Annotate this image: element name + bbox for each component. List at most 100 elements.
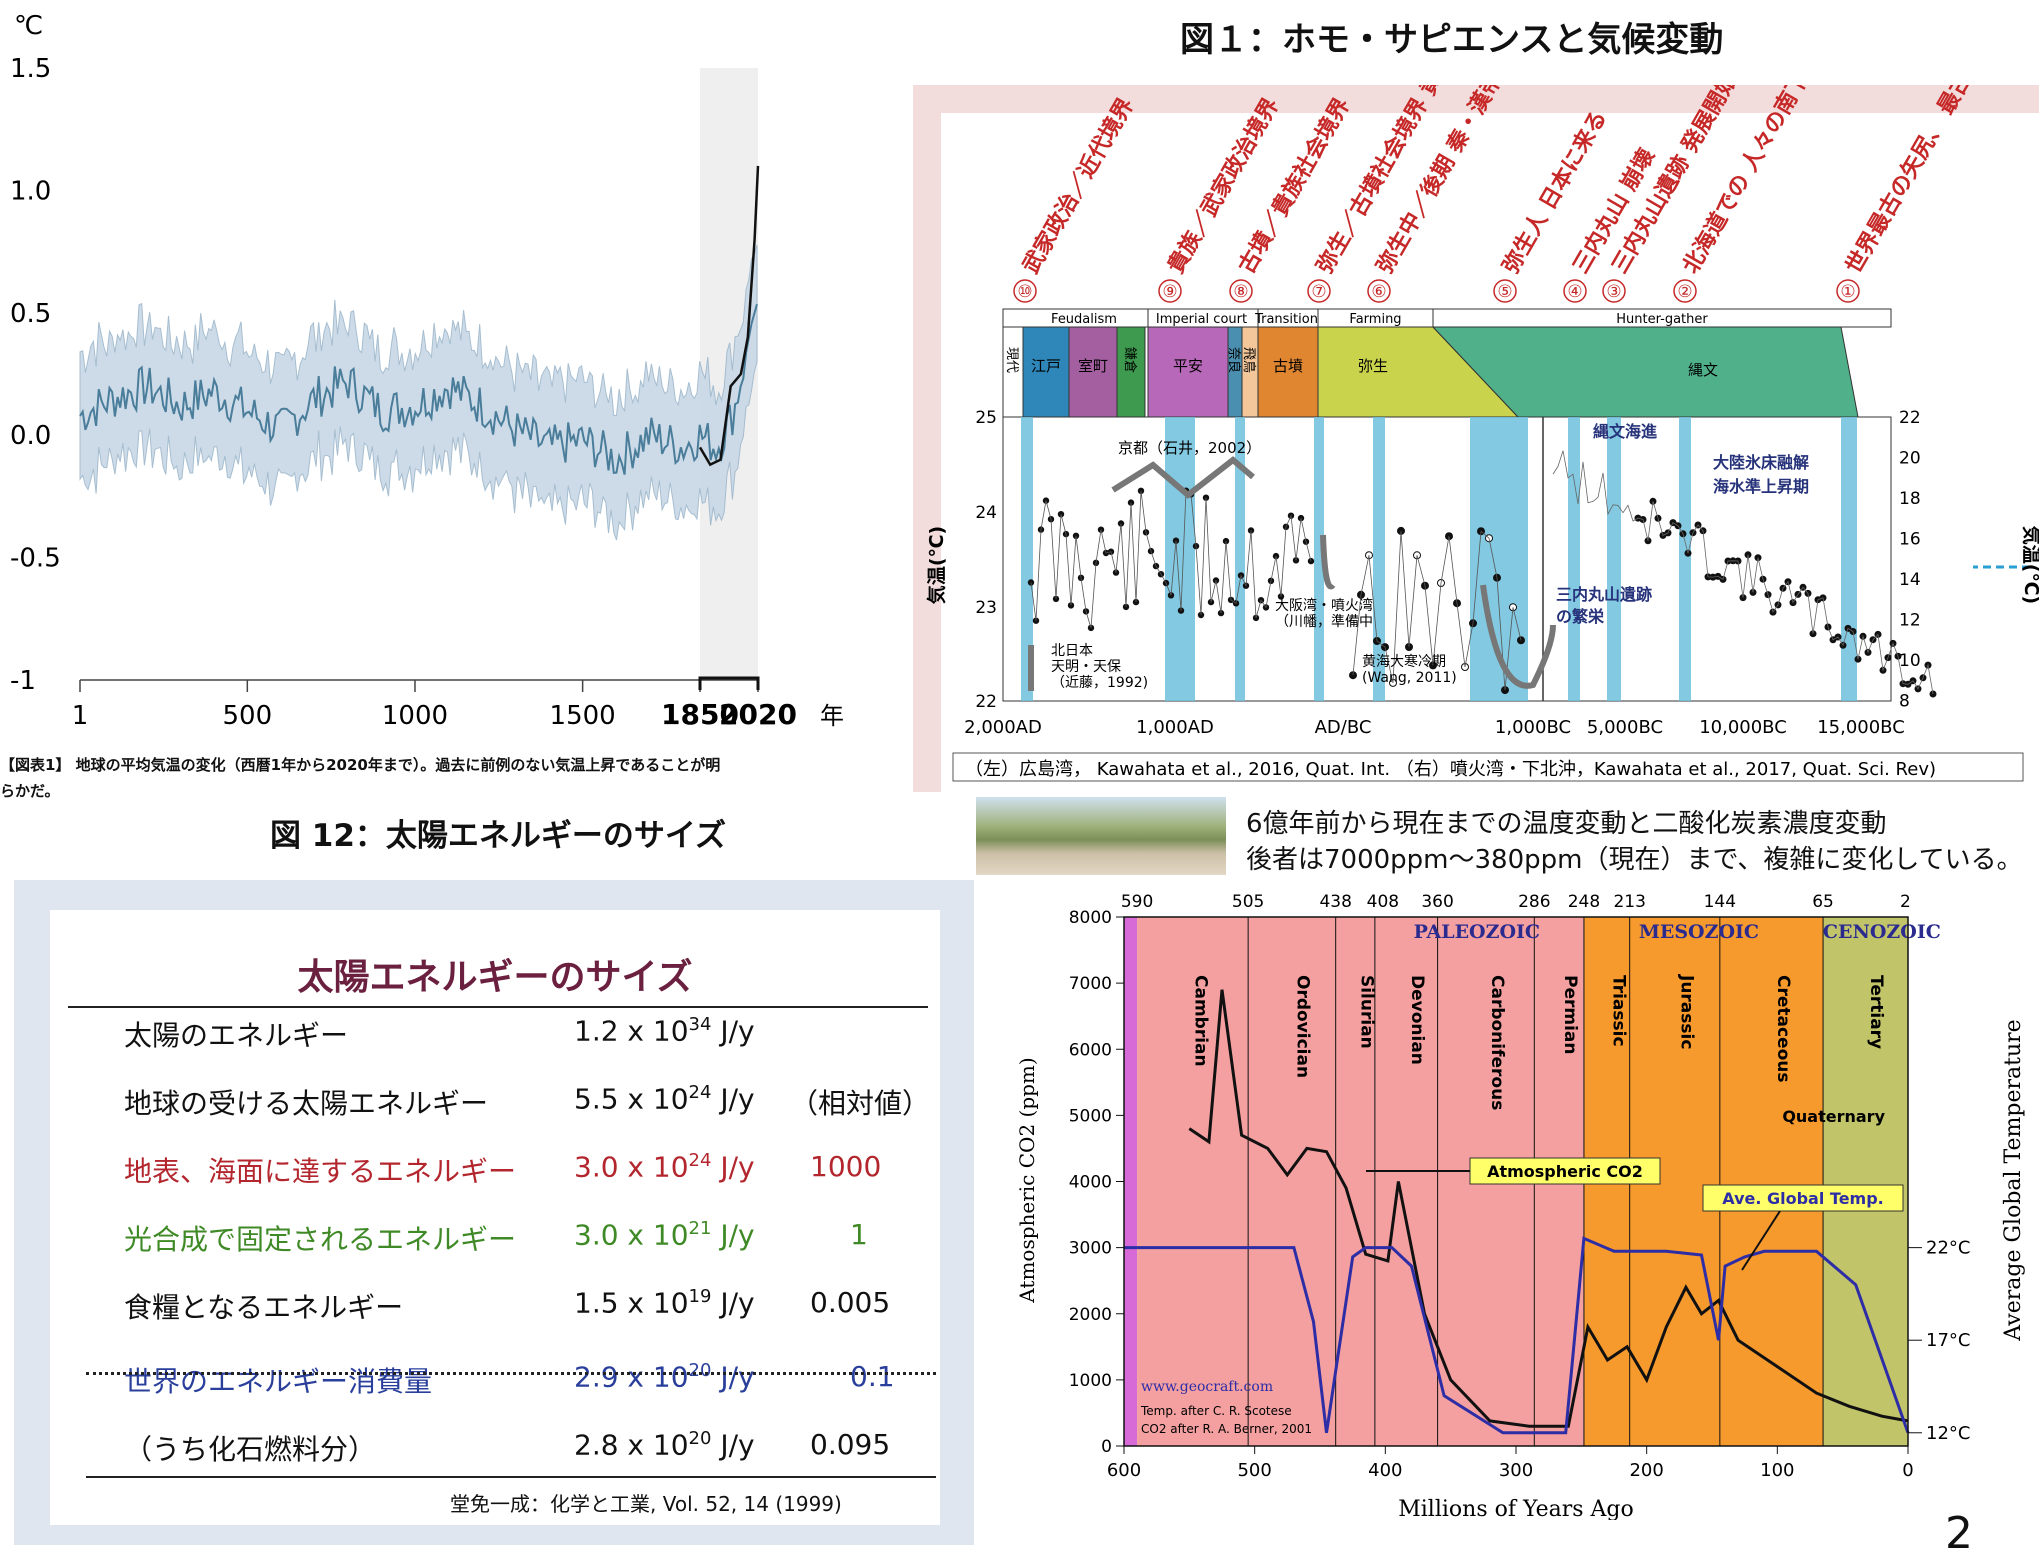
era-label: CENOZOIC [1823, 921, 1941, 943]
energy-row: 地球の受ける太陽エネルギー 5.5 x 1024 J/y （相対値） [50, 1082, 940, 1142]
osaka-annotation: 大阪湾・噴火湾 [1275, 597, 1373, 614]
north-japan-annotation: 北日本 [1051, 643, 1093, 659]
energy-source: 堂免一成：化学と工業, Vol. 52, 14 (1999) [450, 1492, 842, 1516]
right-y-label: 気温(℃) [2020, 526, 2039, 604]
top-tick: 438 [1319, 892, 1351, 912]
cold-band [1568, 417, 1580, 701]
credit-co2: CO2 after R. A. Berner, 2001 [1141, 1422, 1312, 1436]
right-temp-line [1552, 450, 1934, 695]
north-japan-annotation: （近藤，1992) [1051, 675, 1148, 691]
reconstruction-line [79, 303, 758, 475]
period-name: Devonian [1407, 975, 1427, 1065]
yellow-sea-annotation: 黄海大寒冷期 [1362, 653, 1446, 670]
energy-value: 2.9 x 1020 J/y [574, 1360, 755, 1394]
temp-x-tick: 2020 [719, 698, 797, 731]
caption-line-1: 【図表1】 地球の平均気温の変化（西暦1年から2020年まで）。過去に前例のない… [0, 756, 721, 774]
event-number-circle [1229, 279, 1253, 303]
japan-climate-panel: ⑩武家政治／近代境界⑨貴族／武家政治境界⑧古墳／貴族社会境界⑦弥生／古墳社会境界… [913, 0, 2039, 792]
middle-temp-line [1352, 530, 1522, 691]
right-y-tick: 14 [1899, 570, 1921, 590]
instrumental-line [698, 165, 760, 467]
event-number: ③ [1606, 282, 1621, 302]
co2-temperature-lines: Atmospheric CO2 Ave. Global Temp. www.geoc… [1124, 989, 1910, 1436]
event-number: ⑥ [1371, 282, 1386, 302]
right-y-tick: 12 [1899, 611, 1921, 631]
temperature-points [1027, 450, 2030, 698]
japan-axes: 25 24 23 22 22 20 18 16 14 12 10 8 気温(℃) 気温(℃) 2,000AD… [925, 408, 2039, 738]
cold-band [1165, 417, 1195, 701]
energy-relative: 1000 [810, 1150, 882, 1183]
period-name: Triassic [1608, 975, 1628, 1047]
energy-name: 地表、海面に達するエネルギー [124, 1155, 517, 1188]
co2-y-tick: 7000 [1069, 974, 1112, 994]
co2-x-tick: 0 [1902, 1460, 1913, 1481]
energy-name: 光合成で固定されるエネルギー [124, 1223, 517, 1256]
co2-right-label: Average Global Temperature [2001, 1019, 2026, 1341]
event-number-circle [1158, 279, 1182, 303]
credit-temp: Temp. after C. R. Scotese [1140, 1404, 1292, 1418]
energy-name: 食糧となるエネルギー [124, 1291, 404, 1324]
right-y-tick: 20 [1899, 449, 1921, 469]
sannai-annotation: の繁栄 [1556, 607, 1605, 626]
society-header [1002, 308, 1892, 328]
co2-x-tick: 100 [1760, 1460, 1794, 1481]
society-label: Feudalism [1051, 312, 1117, 327]
page-number: 2 [1945, 1508, 1973, 1559]
japan-x-tick: 1,000BC [1495, 717, 1571, 738]
period-bar [1257, 326, 1319, 418]
society-labels: Feudalism Imperial court Transition Farming… [1051, 309, 1708, 327]
temp-point [1027, 579, 1035, 586]
event-number-circle [1307, 279, 1331, 303]
caption-line-2: らかだ。 [0, 782, 60, 800]
right-y-tick: 22 [1899, 408, 1921, 428]
energy-row: 食糧となるエネルギー 1.5 x 1019 J/y 0.005 [50, 1286, 940, 1346]
figure1-title: 図１：ホモ・サピエンスと気候変動 [1180, 20, 1724, 60]
right-y-tick: 18 [1899, 489, 1921, 509]
top-tick: 408 [1367, 892, 1399, 912]
period-label: 室町 [1078, 357, 1108, 375]
cold-band [1235, 417, 1245, 701]
energy-value: 1.5 x 1019 J/y [574, 1286, 755, 1320]
left-y-tick: 24 [975, 503, 997, 523]
temp-x-tick: 1850 [661, 698, 739, 731]
temp-unit-label: ℃ [14, 11, 43, 41]
co2-x-tick: 300 [1499, 1460, 1533, 1481]
period-label: 奈良 [1226, 347, 1242, 373]
temp-y-tick-labels: 1.5 1.0 0.5 0.0 -0.5 -1 [10, 54, 61, 696]
temp-y-tick: 1.0 [10, 176, 51, 206]
event-number: ④ [1567, 282, 1582, 302]
top-tick: 144 [1704, 892, 1736, 912]
energy-value: 1.2 x 1034 J/y [574, 1014, 755, 1048]
modern-bracket [698, 676, 760, 690]
top-tick: 2 [1900, 892, 1911, 912]
period-name: Ordovician [1292, 975, 1312, 1078]
jomon-sea-annotation: 縄文海進 [1593, 422, 1657, 441]
uncertainty-band [79, 244, 758, 541]
energy-name: 太陽のエネルギー [124, 1019, 349, 1052]
energy-row: 太陽のエネルギー 1.2 x 1034 J/y [50, 1014, 940, 1074]
yellow-sea-annotation: (Wang, 2011) [1362, 670, 1457, 686]
temp-x-unit: 年 [820, 702, 844, 730]
event-number-circle [1493, 279, 1517, 303]
source-box [952, 752, 2024, 782]
energy-relative: 0.1 [850, 1360, 895, 1393]
co2-x-tick: 200 [1629, 1460, 1663, 1481]
co2-line [1188, 989, 1909, 1428]
period-name: Silurian [1356, 975, 1376, 1049]
global-temperature-chart: ℃ 1.51.00.50.0-0.5-1 1 500 1000 1500 1850202… [10, 11, 844, 731]
temp-y-tick: 0.5 [10, 299, 51, 329]
event-number-circle [1563, 279, 1587, 303]
temp-label: Ave. Global Temp. [1722, 1189, 1884, 1208]
co2-x-tick: 600 [1107, 1460, 1141, 1481]
energy-relative: 0.005 [810, 1286, 891, 1319]
cold-period-bands [1021, 417, 1857, 701]
era-label: PALEOZOIC [1414, 921, 1540, 943]
energy-name: （うち化石燃料分） [124, 1433, 377, 1466]
temperature-caption: 【図表1】 地球の平均気温の変化（西暦1年から2020年まで）。過去に前例のない… [0, 752, 860, 804]
energy-relative: 0.095 [810, 1428, 891, 1461]
solar-energy-card: 太陽エネルギーのサイズ 太陽のエネルギー 1.2 x 1034 J/y 地球の受ける… [50, 910, 940, 1525]
yellow-sea-trend [1480, 584, 1556, 689]
co2-y-tick: 0 [1101, 1437, 1112, 1457]
